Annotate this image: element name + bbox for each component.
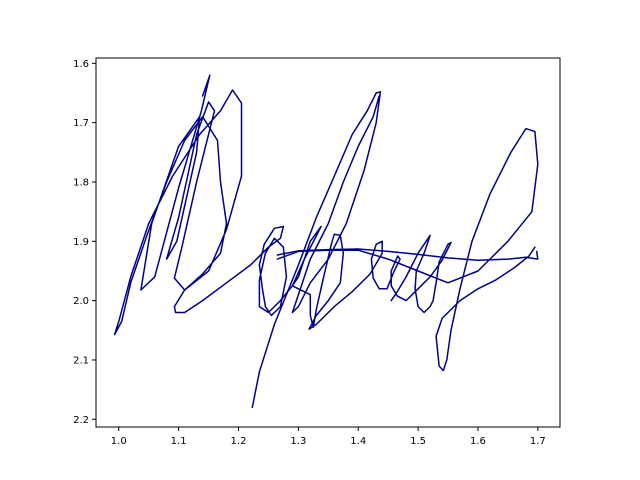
x-tick-label: 1.5 <box>410 436 426 447</box>
plot-area <box>113 74 539 409</box>
axes: 1.0 1.1 1.2 1.3 1.4 1.5 1.6 1.7 1.6 1.7 1.8 1.9 2.0 2… <box>73 57 561 447</box>
y-tick-label: 1.6 <box>73 59 89 70</box>
x-tick-label: 1.2 <box>231 436 247 447</box>
y-tick-label: 2.0 <box>73 296 89 307</box>
series-line-stroke-4 <box>276 127 539 372</box>
series-line-stroke-1 <box>113 74 452 336</box>
x-tick-label: 1.4 <box>350 436 366 447</box>
x-tick-label: 1.1 <box>171 436 187 447</box>
axes-frame <box>95 57 561 428</box>
x-tick-label: 1.7 <box>530 436 546 447</box>
x-tick-label: 1.6 <box>470 436 486 447</box>
x-tick-label: 1.3 <box>290 436 306 447</box>
y-tick-label: 1.8 <box>73 177 89 188</box>
y-tick-label: 2.2 <box>73 415 89 426</box>
y-tick-label: 1.7 <box>73 118 89 129</box>
series-line-stroke-3 <box>251 91 382 409</box>
y-tick-label: 2.1 <box>73 355 89 366</box>
x-tick-label: 1.0 <box>111 436 127 447</box>
y-tick-label: 1.9 <box>73 237 89 248</box>
